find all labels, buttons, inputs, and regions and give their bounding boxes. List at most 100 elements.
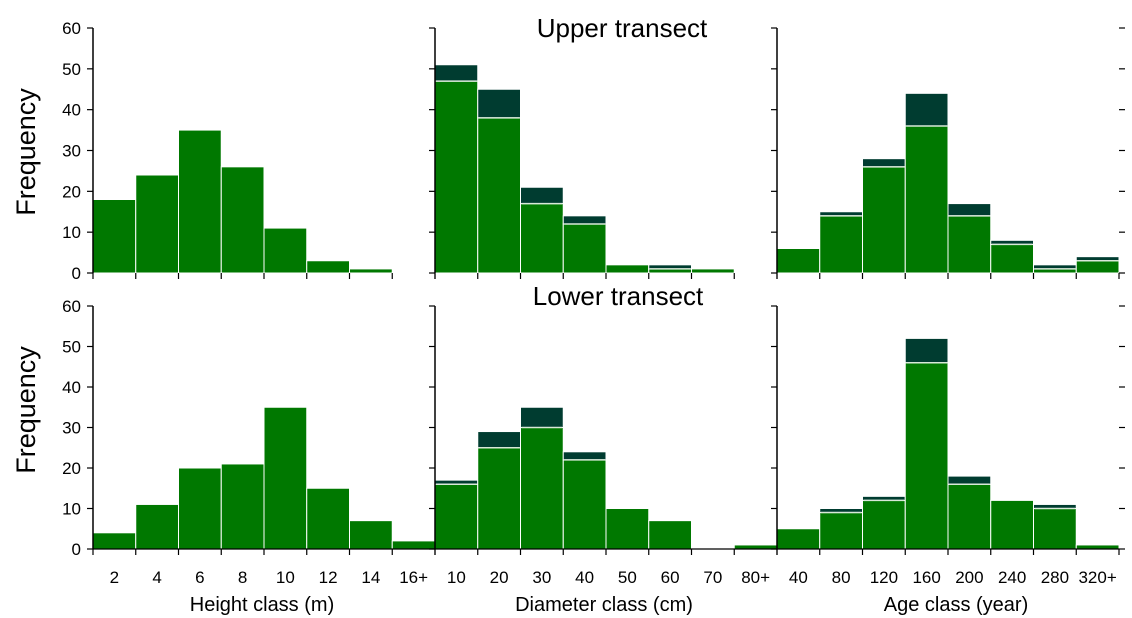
bar-live (947, 215, 992, 274)
bar-dead (520, 186, 564, 205)
y-tick-label: 40 (62, 101, 81, 120)
x-tick-label: 40 (789, 568, 808, 587)
x-tick-label: 14 (361, 568, 380, 587)
y-tick-label: 60 (62, 297, 81, 316)
bar-live (862, 166, 906, 274)
y-tick-label: 60 (62, 19, 81, 38)
bar-dead (947, 475, 992, 485)
y-tick-label: 30 (62, 142, 81, 161)
lower-transect-title: Lower transect (533, 281, 704, 311)
bar-live (220, 166, 265, 274)
x-tick-label: 320+ (1078, 568, 1116, 587)
bar-dead (904, 92, 949, 127)
y-tick-label: 10 (62, 500, 81, 519)
x-tick-label: 6 (195, 568, 204, 587)
upper-transect-title: Upper transect (537, 13, 708, 43)
diameter-class-axis-title: Diameter class (cm) (515, 594, 693, 616)
bar-live (92, 199, 137, 274)
x-tick-label: 160 (912, 568, 940, 587)
x-tick-label: 80 (832, 568, 851, 587)
x-tick-label: 200 (955, 568, 983, 587)
bar-dead (862, 158, 906, 168)
y-tick-label: 50 (62, 338, 81, 357)
panel-1-1: 10 20 30 40 50 60 70 80+ (429, 305, 778, 587)
bar-live (263, 227, 308, 274)
bar-live (733, 544, 778, 550)
x-tick-label: 10 (447, 568, 466, 587)
age-class-axis-title: Age class (year) (884, 594, 1029, 616)
bar-live (263, 406, 308, 550)
bar-live (178, 467, 222, 550)
bar-live (904, 362, 949, 550)
bar-live (306, 487, 350, 550)
panel-0-1 (429, 27, 778, 279)
y-tick-label: 40 (62, 378, 81, 397)
bar-live (691, 268, 735, 274)
bar-live (776, 528, 821, 550)
bar-live (520, 427, 564, 550)
x-tick-label: 20 (490, 568, 509, 587)
panel-0-2 (771, 27, 1125, 279)
bar-live (349, 268, 393, 274)
bar-live (220, 463, 265, 550)
bar-live (1075, 544, 1120, 550)
y-tick-label: 50 (62, 60, 81, 79)
bar-dead (904, 337, 949, 364)
bar-live (605, 508, 650, 550)
bar-live (776, 248, 821, 274)
x-tick-label: 60 (661, 568, 680, 587)
x-tick-label: 2 (110, 568, 119, 587)
x-tick-label: 30 (532, 568, 551, 587)
bar-live (391, 540, 436, 550)
x-tick-label: 8 (238, 568, 247, 587)
bar-live (92, 532, 137, 550)
x-tick-label: 4 (152, 568, 161, 587)
bar-live (135, 503, 179, 550)
x-tick-label: 240 (998, 568, 1026, 587)
y-tick-label: 20 (62, 182, 81, 201)
x-tick-label: 120 (870, 568, 898, 587)
bar-dead (562, 215, 607, 225)
panel-1-0: 0 10 20 30 40 50 60 2 4 6 8 10 12 14 16+ (62, 297, 436, 587)
bar-dead (520, 406, 564, 428)
bar-dead (947, 203, 992, 217)
lower-frequency-label: Frequency (11, 346, 41, 474)
height-class-axis-title: Height class (m) (190, 594, 334, 616)
bar-live (648, 520, 692, 550)
bar-live (904, 125, 949, 274)
x-tick-label: 80+ (741, 568, 770, 587)
x-tick-label: 70 (703, 568, 722, 587)
bar-live (434, 483, 479, 550)
y-tick-label: 20 (62, 459, 81, 478)
bar-dead (434, 64, 479, 82)
upper-frequency-label: Frequency (11, 88, 41, 216)
x-tick-label: 280 (1041, 568, 1069, 587)
bar-live (477, 447, 521, 550)
bar-live (178, 129, 222, 274)
bar-live (990, 243, 1034, 274)
bar-live (135, 174, 179, 274)
x-tick-label: 16+ (399, 568, 428, 587)
bar-dead (477, 88, 521, 119)
bar-live (434, 80, 479, 274)
panel-1-2: 40 80 120 160 200 240 280 320+ (771, 305, 1125, 587)
bar-live (605, 264, 650, 274)
bar-live (1033, 508, 1077, 550)
bar-live (520, 203, 564, 274)
bar-live (349, 520, 393, 550)
bar-live (562, 223, 607, 274)
y-tick-label: 30 (62, 419, 81, 438)
y-tick-label: 0 (72, 264, 81, 283)
y-tick-label: 0 (72, 540, 81, 559)
bar-live (477, 117, 521, 274)
x-tick-label: 50 (618, 568, 637, 587)
x-tick-label: 40 (575, 568, 594, 587)
bar-live (862, 499, 906, 550)
x-tick-label: 12 (319, 568, 338, 587)
bar-live (1075, 260, 1120, 274)
bar-live (819, 512, 863, 550)
bar-live (947, 483, 992, 550)
bar-dead (477, 431, 521, 449)
